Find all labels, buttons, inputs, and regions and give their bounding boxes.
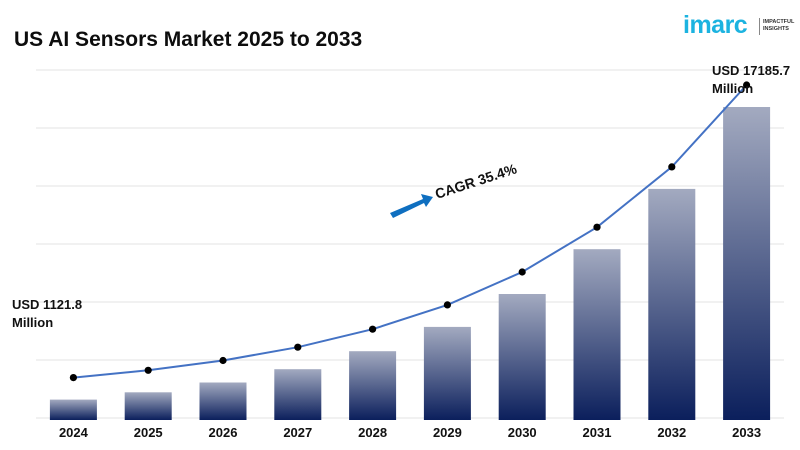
- x-tick-2031: 2031: [583, 425, 612, 440]
- start-value-line2: Million: [12, 315, 54, 330]
- x-tick-2032: 2032: [657, 425, 686, 440]
- bar-2025: [124, 392, 172, 420]
- bar-2033: [723, 107, 771, 420]
- start-value-line1: USD 1121.8: [12, 297, 83, 312]
- cagr-arrow-icon: [390, 194, 433, 218]
- x-tick-2030: 2030: [508, 425, 537, 440]
- trend-point-2028: [369, 325, 377, 333]
- trend-line: [73, 84, 748, 379]
- trend-point-2024: [69, 374, 77, 382]
- bar-2031: [573, 249, 621, 420]
- logo-tagline: IMPACTFUL INSIGHTS: [763, 19, 795, 33]
- logo-divider: [759, 18, 760, 35]
- x-tick-2029: 2029: [433, 425, 462, 440]
- imarc-logo: imarc IMPACTFUL INSIGHTS: [683, 10, 795, 44]
- logo-wordmark: imarc: [683, 11, 748, 39]
- logo-tagline-line2: INSIGHTS: [763, 26, 789, 32]
- x-tick-2024: 2024: [59, 425, 89, 440]
- bar-2029: [423, 326, 471, 420]
- bar-2027: [274, 369, 322, 420]
- x-tick-2028: 2028: [358, 425, 387, 440]
- bar-2028: [349, 351, 397, 420]
- x-tick-2027: 2027: [283, 425, 312, 440]
- end-value-line1: USD 17185.7: [712, 63, 791, 78]
- chart-title: US AI Sensors Market 2025 to 2033: [14, 28, 363, 51]
- end-value-annotation: USD 17185.7 Million: [712, 62, 790, 98]
- trend-point-2033: [743, 81, 751, 89]
- trend-point-2030: [518, 268, 526, 276]
- trend-point-2032: [668, 163, 676, 171]
- trend-points: [69, 81, 751, 382]
- bar-2024: [49, 399, 97, 420]
- trend-point-2026: [219, 356, 227, 365]
- start-value-annotation: USD 1121.8 Million: [12, 296, 82, 332]
- x-tick-labels: 2024 2025 2026 2027 2028 2029 2030 2031 2032 2033: [59, 425, 761, 440]
- x-tick-2025: 2025: [134, 425, 163, 440]
- bar-2032: [648, 188, 696, 420]
- trend-point-2031: [593, 223, 601, 231]
- trend-point-2029: [443, 301, 451, 309]
- end-value-line2: Million: [712, 81, 754, 96]
- trend-point-2027: [294, 343, 302, 351]
- logo-tagline-line1: IMPACTFUL: [763, 19, 795, 25]
- bar-2026: [199, 382, 247, 420]
- cagr-annotation: CAGR 35.4%: [390, 160, 519, 218]
- bar-2030: [498, 294, 546, 420]
- bars: [49, 107, 771, 420]
- x-tick-2026: 2026: [209, 425, 238, 440]
- cagr-label: CAGR 35.4%: [433, 160, 519, 202]
- trend-point-2025: [144, 366, 152, 374]
- x-tick-2033: 2033: [732, 425, 761, 440]
